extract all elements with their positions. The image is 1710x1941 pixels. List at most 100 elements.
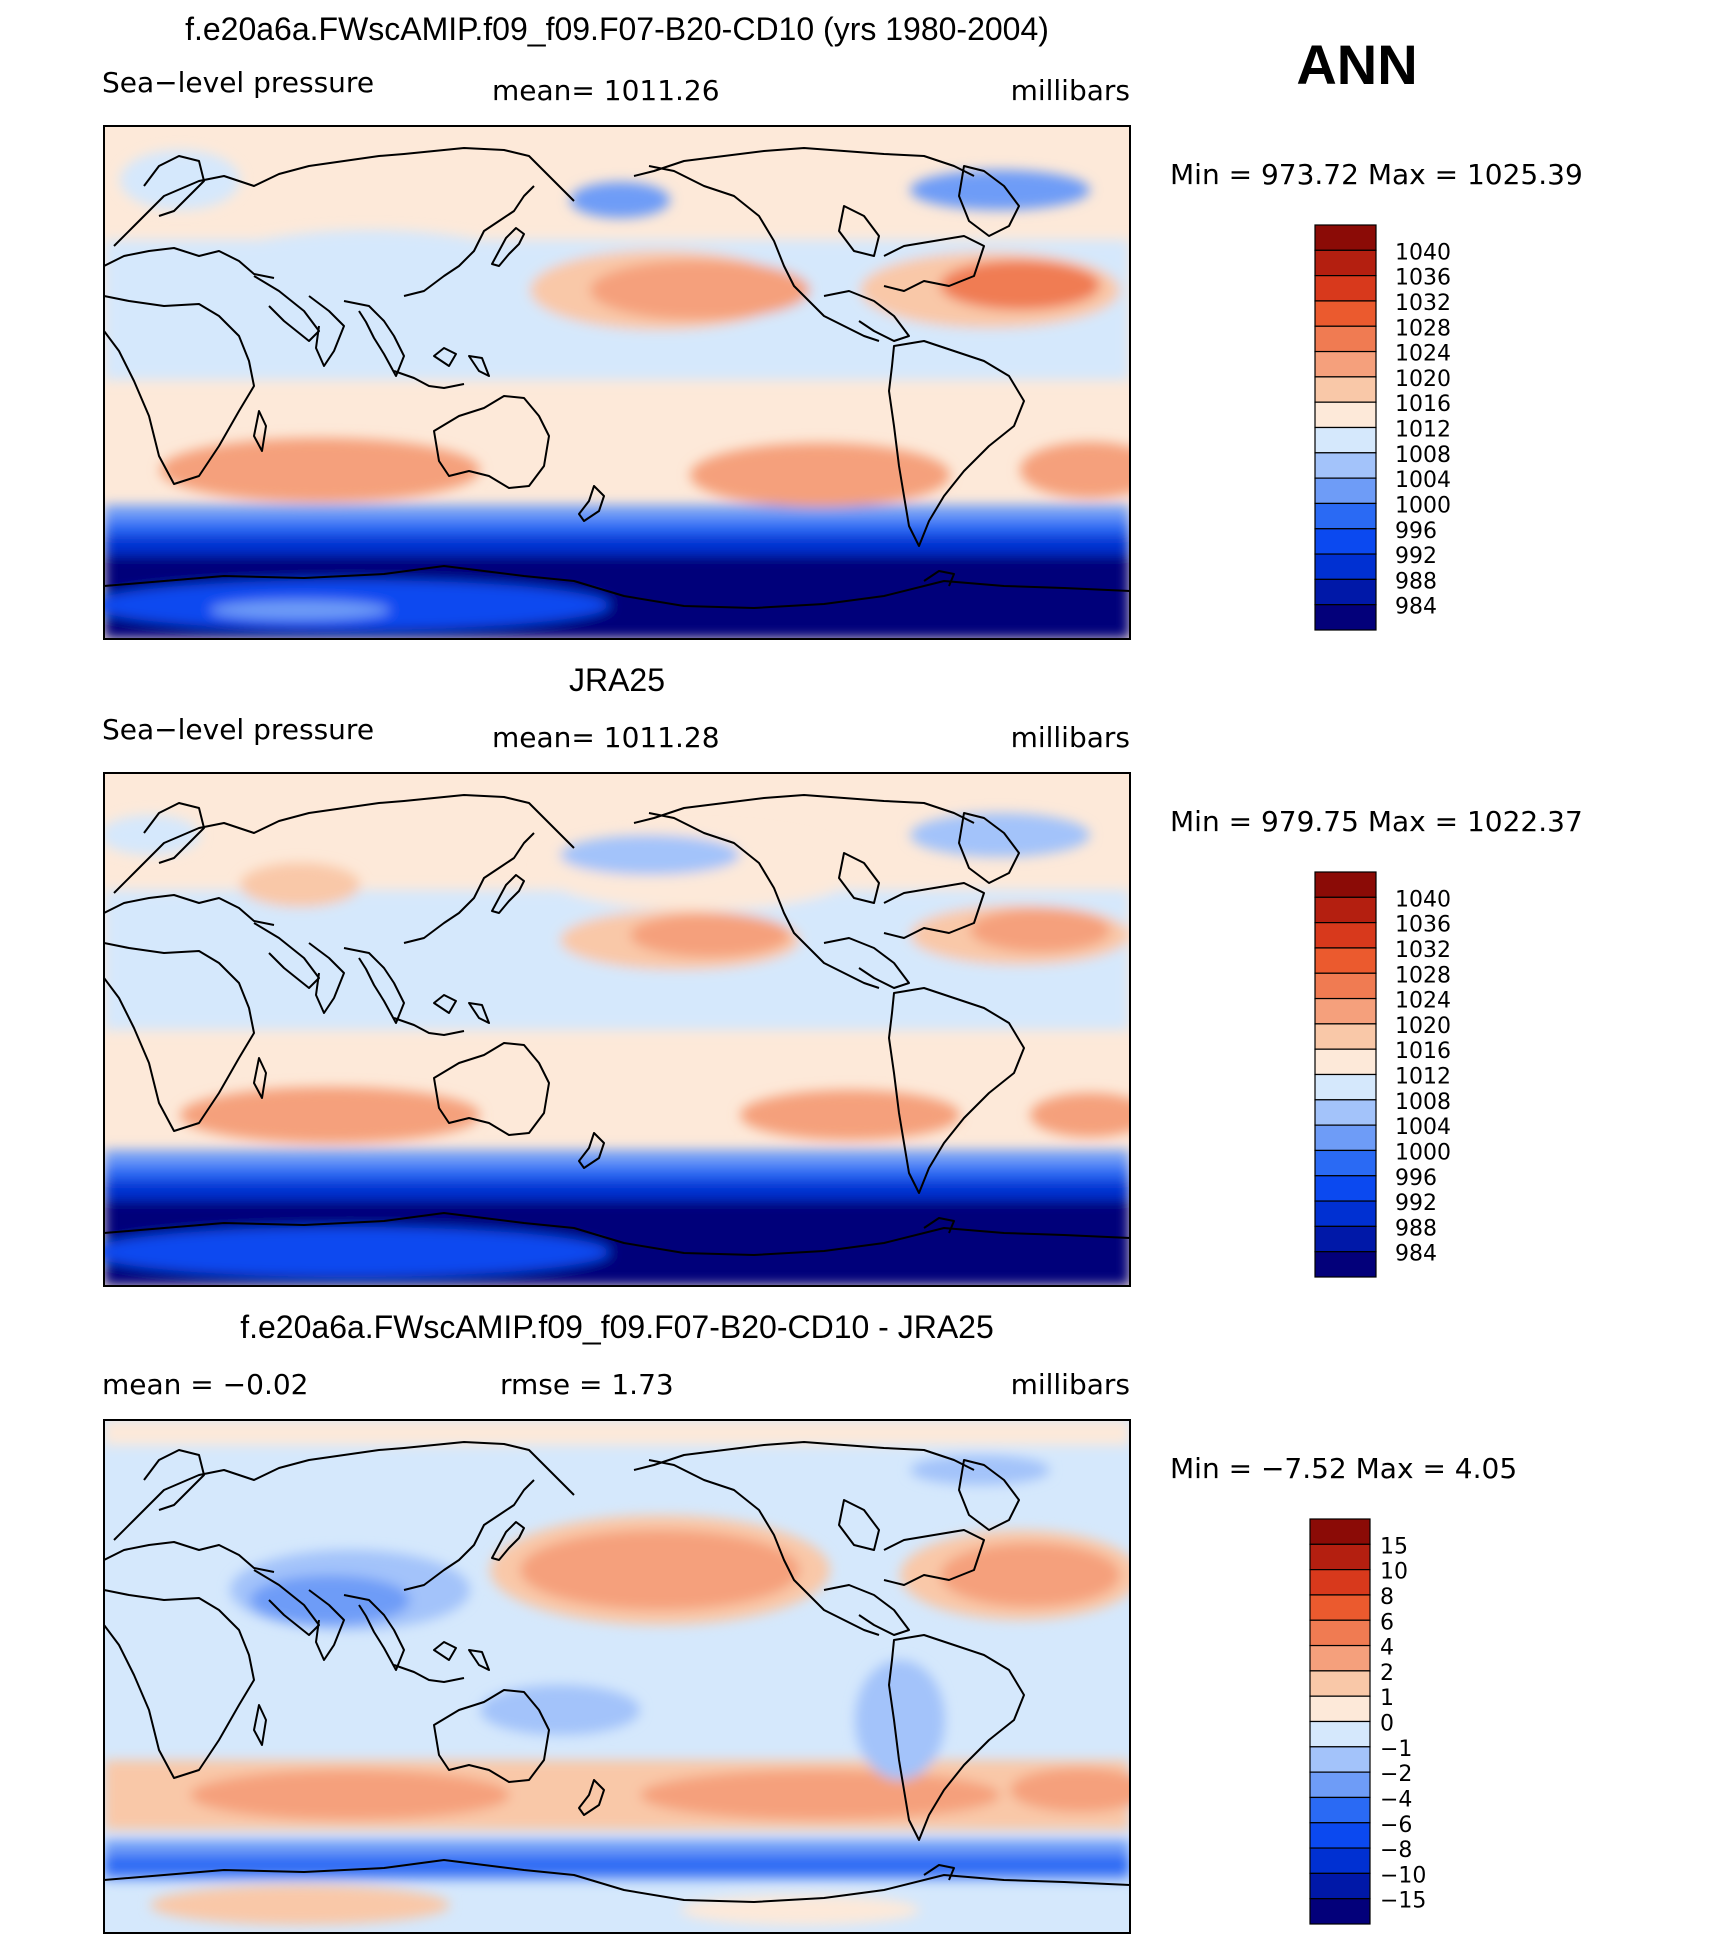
colorbar-tick-label: 15 (1380, 1534, 1408, 1559)
colorbar: 1040103610321028102410201016101210081004… (1314, 224, 1451, 631)
rmse-label: rmse = 1.73 (500, 1368, 674, 1401)
colorbar-tick-label: 1040 (1395, 887, 1451, 912)
colorbar-tick-label: 1000 (1395, 1140, 1451, 1165)
units-label: millibars (1011, 74, 1130, 107)
colorbar-tick-label: 1028 (1395, 963, 1451, 988)
colorbar-swatch (1309, 1898, 1371, 1925)
colorbar-swatch (1309, 1695, 1371, 1723)
colorbar-swatch (1314, 1048, 1377, 1076)
colorbar-tick-label: 1004 (1395, 468, 1451, 493)
colorbar-swatch (1314, 1124, 1377, 1152)
diff-mean-label: mean = −0.02 (102, 1368, 308, 1401)
map-field (104, 1420, 1130, 1933)
units-label: millibars (1011, 1368, 1130, 1401)
colorbar-swatch (1309, 1822, 1371, 1849)
colorbar-tick-label: 1008 (1395, 1090, 1451, 1115)
colorbar-tick-label: −8 (1380, 1838, 1412, 1863)
colorbar-tick-label: 1 (1380, 1686, 1394, 1711)
colorbar-swatch (1309, 1746, 1371, 1773)
colorbar-tick-label: 984 (1395, 595, 1437, 620)
colorbar-swatch (1314, 896, 1377, 924)
colorbar: 1040103610321028102410201016101210081004… (1314, 871, 1451, 1278)
map-field (104, 773, 1130, 1286)
colorbar-tick-label: 1012 (1395, 418, 1451, 443)
colorbar-swatch (1314, 1023, 1377, 1050)
colorbar-swatch (1309, 1872, 1371, 1900)
colorbar-swatch (1314, 972, 1377, 1000)
colorbar-tick-label: −15 (1380, 1889, 1426, 1914)
colorbar-swatch (1314, 871, 1377, 898)
min-max-label: Min = 979.75 Max = 1022.37 (1170, 805, 1583, 838)
colorbar-swatch (1314, 249, 1377, 277)
colorbar-tick-label: 4 (1380, 1636, 1394, 1661)
colorbar-tick-label: 992 (1395, 1191, 1437, 1216)
colorbar-swatch (1314, 1225, 1377, 1253)
panel-diff: f.e20a6a.FWscAMIP.f09_f09.F07-B20-CD10 -… (102, 1309, 1517, 1934)
min-max-label: Min = −7.52 Max = 4.05 (1170, 1452, 1517, 1485)
colorbar-swatch (1314, 325, 1377, 353)
colorbar-swatch (1314, 922, 1377, 949)
colorbar-swatch (1309, 1670, 1371, 1697)
colorbar-tick-label: 1028 (1395, 316, 1451, 341)
colorbar-tick-label: 1032 (1395, 291, 1451, 316)
colorbar-swatch (1309, 1771, 1371, 1799)
panel-obs: JRA25 Sea−level pressure mean= 1011.28 m… (102, 662, 1583, 1287)
colorbar-swatch (1314, 1149, 1377, 1177)
colorbar-swatch (1309, 1796, 1371, 1824)
mean-label: mean= 1011.28 (492, 721, 720, 754)
colorbar-tick-label: −4 (1380, 1787, 1412, 1812)
colorbar-tick-label: 992 (1395, 544, 1437, 569)
variable-label: Sea−level pressure (102, 66, 374, 99)
colorbar-swatch (1314, 604, 1377, 631)
colorbar-swatch (1314, 578, 1377, 606)
colorbar-swatch (1314, 300, 1377, 327)
colorbar-swatch (1314, 426, 1377, 454)
colorbar-tick-label: 1040 (1395, 240, 1451, 265)
colorbar-swatch (1309, 1720, 1371, 1748)
colorbar-tick-label: 1000 (1395, 493, 1451, 518)
colorbar-swatch (1314, 1073, 1377, 1101)
colorbar-swatch (1314, 1200, 1377, 1227)
season-label: ANN (1296, 33, 1417, 96)
colorbar-tick-label: 1004 (1395, 1115, 1451, 1140)
colorbar-tick-label: 984 (1395, 1242, 1437, 1267)
colorbar-tick-label: 1008 (1395, 443, 1451, 468)
colorbar-tick-label: 1036 (1395, 913, 1451, 938)
colorbar-swatch (1314, 1175, 1377, 1202)
colorbar-swatch (1309, 1644, 1371, 1672)
colorbar-swatch (1314, 401, 1377, 429)
variable-label: Sea−level pressure (102, 713, 374, 746)
colorbar-tick-label: 8 (1380, 1585, 1394, 1610)
colorbar-tick-label: 0 (1380, 1712, 1394, 1737)
colorbar-swatch (1309, 1569, 1371, 1596)
colorbar-swatch (1314, 376, 1377, 403)
panel-title: JRA25 (569, 662, 665, 698)
colorbar-swatch (1314, 224, 1377, 251)
colorbar-swatch (1314, 275, 1377, 302)
colorbar-swatch (1314, 477, 1377, 505)
colorbar-swatch (1309, 1543, 1371, 1571)
colorbar-swatch (1314, 452, 1377, 479)
colorbar-swatch (1309, 1594, 1371, 1621)
colorbar-tick-label: −10 (1380, 1863, 1426, 1888)
colorbar-tick-label: 1016 (1395, 392, 1451, 417)
colorbar-swatch (1314, 947, 1377, 974)
colorbar-swatch (1314, 553, 1377, 580)
colorbar-tick-label: −6 (1380, 1813, 1412, 1838)
panel-title: f.e20a6a.FWscAMIP.f09_f09.F07-B20-CD10 -… (240, 1309, 994, 1345)
colorbar-tick-label: 1020 (1395, 367, 1451, 392)
colorbar-tick-label: 1024 (1395, 342, 1451, 367)
colorbar-tick-label: 1024 (1395, 989, 1451, 1014)
colorbar-swatch (1309, 1518, 1371, 1545)
colorbar-tick-label: −1 (1380, 1737, 1412, 1762)
colorbar-tick-label: 996 (1395, 1166, 1437, 1191)
colorbar-tick-label: 1032 (1395, 938, 1451, 963)
colorbar-tick-label: 1020 (1395, 1014, 1451, 1039)
colorbar-tick-label: 6 (1380, 1610, 1394, 1635)
colorbar-swatch (1314, 1251, 1377, 1278)
colorbar-tick-label: 988 (1395, 1216, 1437, 1241)
mean-label: mean= 1011.26 (492, 74, 720, 107)
map-field (104, 126, 1130, 639)
colorbar-swatch (1314, 528, 1377, 555)
